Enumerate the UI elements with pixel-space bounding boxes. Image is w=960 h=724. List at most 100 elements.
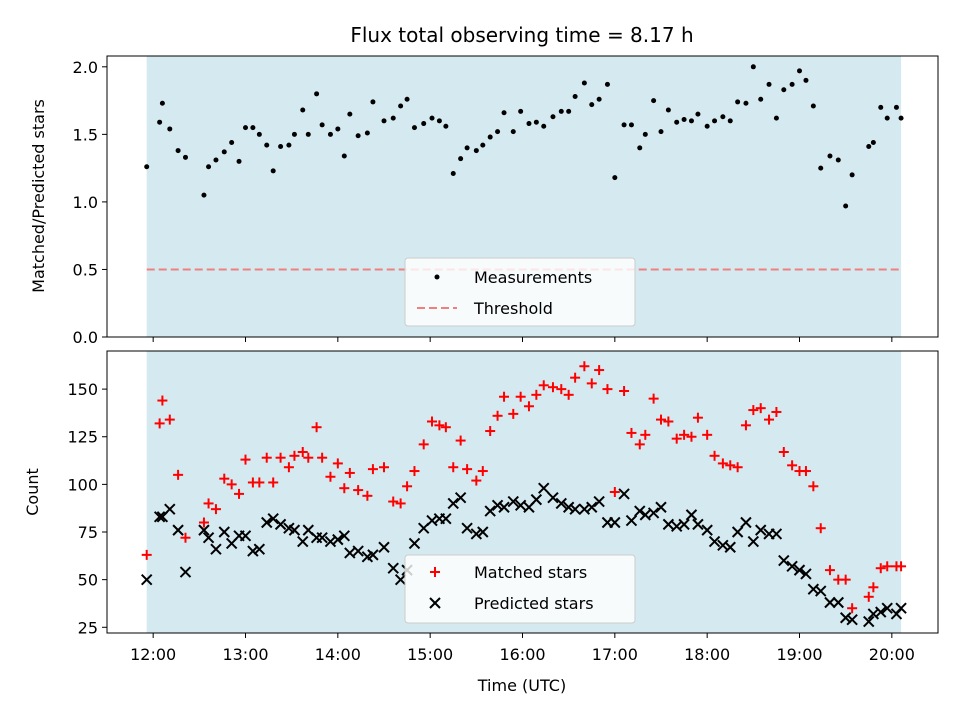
measurement-point: [566, 108, 572, 114]
predicted-star-point: [875, 606, 887, 618]
measurement-point: [458, 156, 464, 162]
predicted-star-point: [164, 503, 176, 515]
measurement-point: [727, 118, 733, 124]
matched-star-point: [289, 450, 300, 461]
measurement-point: [335, 126, 341, 132]
predicted-star-point: [153, 511, 166, 523]
matched-star-point: [847, 603, 858, 614]
measurement-point: [201, 192, 207, 198]
measurement-point: [390, 115, 396, 121]
matched-star-point: [634, 439, 645, 450]
measurement-point: [758, 96, 764, 102]
measurement-point: [695, 111, 701, 117]
measurement-point: [256, 131, 262, 137]
measurement-point: [487, 134, 493, 140]
matched-star-point: [808, 481, 819, 492]
chart-title: Flux total observing time = 8.17 h: [350, 23, 693, 47]
bottom-y-tick-label: 25: [78, 618, 98, 637]
measurement-point: [404, 96, 410, 102]
predicted-star-point: [786, 560, 798, 573]
measurement-point: [175, 148, 181, 154]
measurement-point: [436, 118, 442, 124]
top-legend: Measurements Threshold: [404, 257, 636, 327]
matched-star-point: [311, 422, 322, 433]
matched-star-point: [679, 429, 690, 440]
measurement-point: [642, 131, 648, 137]
measurement-point: [884, 115, 890, 121]
matched-star-point: [180, 532, 191, 543]
measurement-point: [810, 103, 816, 109]
measurement-point: [541, 123, 547, 129]
predicted-star-point: [498, 501, 510, 513]
predicted-star-point: [770, 528, 783, 540]
matched-star-point: [141, 549, 152, 560]
matched-star-point: [563, 389, 574, 400]
bottom-y-tick-label: 100: [67, 475, 98, 494]
predicted-star-point: [202, 532, 215, 544]
measurement-point: [473, 148, 479, 154]
predicted-star-point: [740, 516, 752, 529]
measurement-point: [803, 77, 809, 83]
matched-star-point: [325, 471, 336, 482]
measurement-point: [501, 110, 507, 116]
predicted-star-point: [755, 524, 767, 536]
measurement-point: [621, 122, 627, 128]
matched-star-point: [840, 574, 851, 585]
measurement-point: [797, 68, 802, 74]
predicted-star-point: [625, 514, 638, 527]
matched-star-point: [732, 462, 743, 473]
top-y-tick-label: 1.5: [73, 125, 98, 144]
matched-star-point: [440, 422, 451, 433]
matched-star-point: [755, 403, 766, 414]
matched-star-point: [261, 452, 272, 463]
top-legend-box: [404, 257, 636, 327]
predicted-star-point: [731, 526, 744, 538]
top-y-tick-label: 0.5: [73, 260, 98, 279]
measurement-point: [341, 153, 347, 159]
predicted-star-point: [288, 524, 301, 536]
measurement-point: [157, 119, 163, 125]
predicted-star-point: [824, 596, 836, 609]
legend-label-measurements: Measurements: [474, 268, 592, 287]
measurement-point: [443, 123, 449, 129]
measurement-point: [596, 96, 602, 102]
predicted-star-point: [639, 509, 652, 521]
matched-star-point: [477, 466, 488, 477]
measurement-point: [429, 115, 435, 121]
measurement-point: [651, 98, 657, 104]
matched-star-point: [332, 458, 343, 469]
bottom-y-axis-label: Count: [23, 468, 42, 516]
measurement-point: [319, 122, 325, 128]
predicted-star-point: [593, 495, 605, 508]
matched-star-point: [471, 475, 482, 486]
predicted-star-point: [815, 585, 827, 597]
matched-star-point: [317, 452, 328, 463]
measurement-point: [480, 142, 486, 148]
predicted-star-point: [793, 564, 806, 576]
predicted-star-point: [778, 554, 790, 567]
bottom-y-tick-label: 150: [67, 380, 98, 399]
measurement-point: [572, 94, 578, 100]
matched-star-point: [154, 418, 165, 429]
matched-star-point: [547, 382, 558, 393]
predicted-star-point: [332, 533, 344, 546]
top-y-tick-label: 0.0: [73, 328, 98, 347]
matched-star-point: [254, 477, 265, 488]
predicted-star-point: [832, 596, 844, 609]
predicted-star-point: [655, 501, 667, 513]
predicted-star-point: [895, 602, 907, 614]
measurement-point: [773, 115, 779, 121]
matched-star-point: [434, 420, 445, 431]
predicted-star-point: [609, 516, 621, 529]
matched-star-point: [203, 498, 214, 509]
measurement-point: [628, 122, 634, 128]
predicted-star-point: [344, 547, 356, 559]
predicted-star-point: [477, 526, 489, 538]
measurement-point: [878, 104, 884, 110]
predicted-star-point: [514, 499, 527, 512]
matched-star-point: [717, 458, 728, 469]
bottom-y-tick-label: 75: [78, 523, 98, 542]
measurement-point: [681, 116, 687, 122]
x-tick-label: 18:00: [684, 645, 730, 664]
